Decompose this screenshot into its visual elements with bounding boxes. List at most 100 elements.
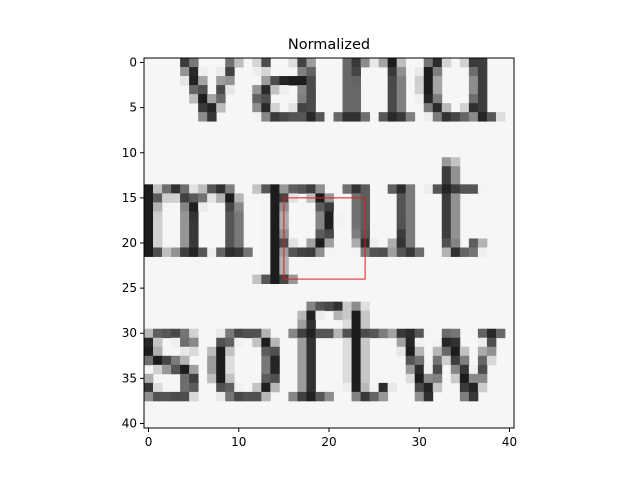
pixel-cell bbox=[270, 103, 280, 113]
pixel-cell bbox=[297, 310, 307, 321]
pixel-cell bbox=[477, 58, 488, 68]
pixel-cell bbox=[396, 67, 407, 77]
pixel-cell bbox=[225, 382, 235, 393]
pixel-cell bbox=[468, 382, 479, 393]
pixel-cell bbox=[423, 328, 434, 339]
pixel-cell bbox=[216, 76, 226, 86]
x-axis: 0 10 20 30 40 bbox=[145, 428, 517, 449]
pixel-cell bbox=[189, 85, 199, 95]
pixel-cell bbox=[315, 247, 325, 257]
pixel-cell bbox=[468, 85, 479, 95]
pixel-cell bbox=[486, 337, 497, 348]
pixel-cell bbox=[153, 220, 163, 230]
pixel-cell bbox=[378, 382, 389, 393]
pixel-cell bbox=[441, 184, 452, 194]
pixel-cell bbox=[387, 58, 398, 68]
pixel-cell bbox=[396, 85, 407, 95]
pixel-cell bbox=[459, 364, 470, 375]
pixel-cell bbox=[468, 238, 479, 248]
pixel-cell bbox=[342, 310, 352, 321]
pixel-cell bbox=[225, 247, 235, 257]
pixel-cell bbox=[342, 112, 352, 122]
pixel-cell bbox=[351, 247, 361, 257]
pixel-cell bbox=[297, 319, 307, 330]
pixel-cell bbox=[414, 382, 425, 393]
pixel-cell bbox=[351, 112, 361, 122]
pixel-cell bbox=[216, 94, 226, 104]
pixel-cell bbox=[207, 247, 217, 257]
pixel-cell bbox=[189, 184, 199, 194]
pixel-cell bbox=[297, 103, 307, 113]
pixel-cell bbox=[441, 247, 452, 257]
pixel-cell bbox=[306, 337, 316, 348]
pixel-cell bbox=[396, 103, 407, 113]
pixel-cell bbox=[477, 328, 488, 339]
pixel-cell bbox=[369, 328, 380, 339]
pixel-cell bbox=[306, 382, 316, 393]
pixel-cell bbox=[207, 364, 217, 375]
pixel-cell bbox=[315, 391, 325, 402]
y-tick-label: 30 bbox=[122, 326, 137, 340]
pixel-cell bbox=[342, 319, 352, 330]
pixel-cell bbox=[351, 94, 361, 104]
pixel-cell bbox=[171, 193, 181, 203]
pixel-cell bbox=[297, 184, 307, 194]
pixel-cell bbox=[315, 211, 325, 221]
pixel-cell bbox=[432, 85, 443, 95]
pixel-cell bbox=[405, 112, 416, 122]
pixel-cell bbox=[378, 58, 389, 68]
pixel-cell bbox=[243, 247, 253, 257]
pixel-cell bbox=[441, 211, 452, 221]
pixel-cell bbox=[297, 382, 307, 393]
pixel-cell bbox=[450, 337, 461, 348]
pixel-cell bbox=[351, 301, 361, 312]
pixel-cell bbox=[198, 112, 208, 122]
pixel-cell bbox=[423, 76, 434, 86]
pixel-cell bbox=[306, 328, 316, 339]
pixel-cell bbox=[360, 346, 371, 357]
pixel-cell bbox=[180, 247, 190, 257]
pixel-cell bbox=[297, 247, 307, 257]
pixel-cell bbox=[261, 229, 271, 239]
pixel-cell bbox=[306, 238, 316, 248]
pixel-cell bbox=[207, 94, 217, 104]
pixel-cell bbox=[333, 301, 343, 312]
pixel-cell bbox=[414, 247, 425, 257]
pixel-cell bbox=[468, 103, 479, 113]
pixel-cell bbox=[486, 328, 497, 339]
pixel-cell bbox=[450, 346, 461, 357]
pixel-cell bbox=[144, 346, 154, 357]
pixel-cell bbox=[414, 373, 425, 384]
pixel-cell bbox=[216, 103, 226, 113]
pixel-cell bbox=[342, 382, 352, 393]
pixel-cell bbox=[405, 346, 416, 357]
pixel-cell bbox=[306, 184, 316, 194]
pixel-cell bbox=[306, 67, 316, 77]
pixel-cell bbox=[207, 355, 217, 366]
pixel-cell bbox=[153, 184, 163, 194]
pixel-cell bbox=[351, 337, 361, 348]
pixel-cell bbox=[270, 382, 280, 393]
pixel-cell bbox=[261, 337, 271, 348]
pixel-cell bbox=[324, 211, 334, 221]
pixel-cell bbox=[180, 373, 190, 384]
pixel-cell bbox=[432, 382, 443, 393]
pixel-cell bbox=[477, 364, 488, 375]
pixel-cell bbox=[144, 184, 154, 194]
pixel-cell bbox=[297, 85, 307, 95]
pixel-cell bbox=[351, 328, 361, 339]
pixel-cell bbox=[396, 337, 407, 348]
pixel-cell bbox=[441, 202, 452, 212]
pixel-cell bbox=[432, 112, 443, 122]
pixel-cell bbox=[486, 355, 497, 366]
pixel-cell bbox=[252, 103, 262, 113]
pixel-cell bbox=[378, 247, 389, 257]
pixel-cell bbox=[153, 355, 163, 366]
pixel-cell bbox=[297, 94, 307, 104]
pixel-cell bbox=[261, 202, 271, 212]
pixel-cell bbox=[225, 76, 235, 86]
pixel-cell bbox=[333, 211, 343, 221]
pixel-cell bbox=[225, 211, 235, 221]
pixel-cell bbox=[342, 58, 352, 68]
pixel-cell bbox=[189, 76, 199, 86]
